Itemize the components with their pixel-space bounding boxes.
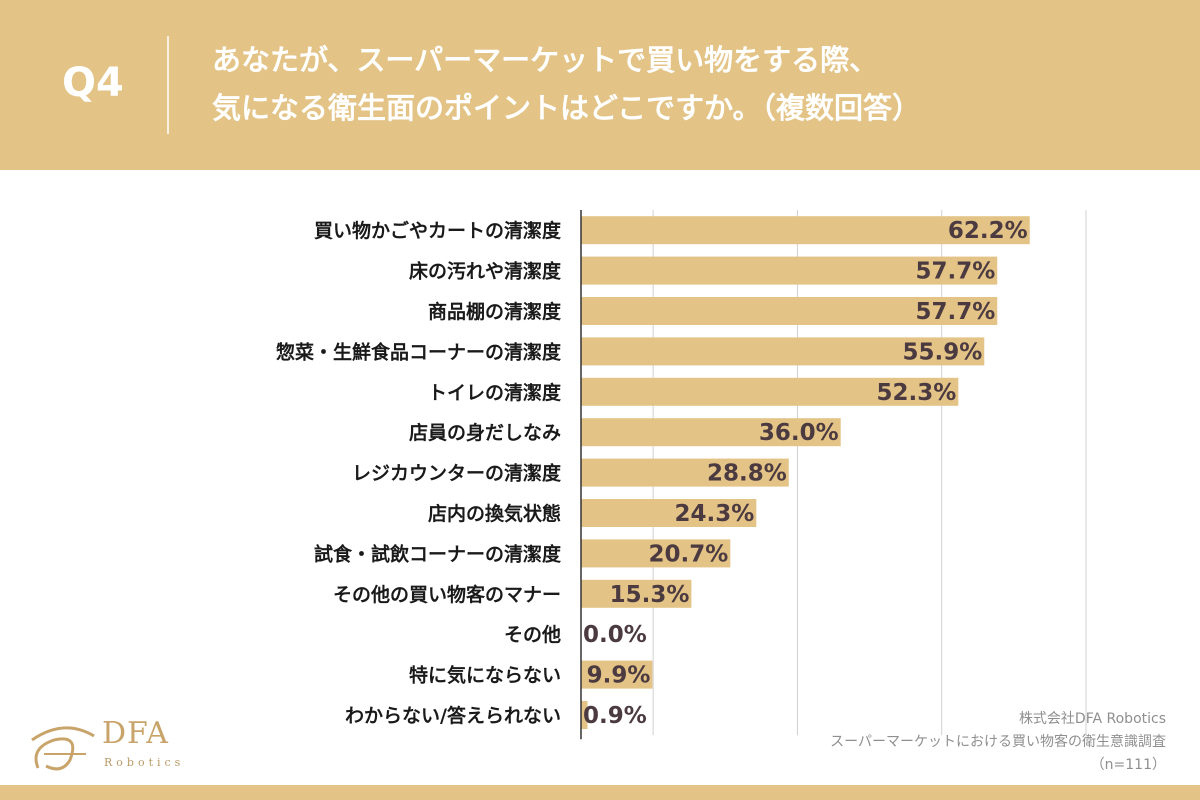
source-survey: スーパーマーケットにおける買い物客の衛生意識調査 <box>830 734 1166 750</box>
bar-1 <box>581 216 1030 245</box>
value-label-12: 9.9% <box>587 663 651 689</box>
category-label-1: 買い物かごやカートの清潔度 <box>314 219 562 242</box>
logo-subtitle: Robotics <box>104 756 185 769</box>
bar-6 <box>581 418 841 447</box>
value-label-8: 24.3% <box>675 501 755 527</box>
bar-12 <box>581 660 653 689</box>
bar-13 <box>581 701 588 729</box>
bar-5 <box>581 377 959 406</box>
category-label-2: 床の汚れや清潔度 <box>409 260 562 283</box>
question-number: Q4 <box>62 60 124 106</box>
category-label-3: 商品棚の清潔度 <box>428 300 562 323</box>
category-label-4: 惣菜・生鮮食品コーナーの清潔度 <box>276 340 562 363</box>
question-line-2: 気になる衛生面のポイントはどこですか。（複数回答） <box>212 91 922 125</box>
company-logo: DFA Robotics <box>24 710 194 780</box>
value-label-7: 28.8% <box>707 461 787 487</box>
category-label-11: その他 <box>504 623 561 646</box>
category-label-12: 特に気にならない <box>409 664 561 687</box>
question-text: あなたが、スーパーマーケットで買い物をする際、 気になる衛生面のポイントはどこで… <box>212 36 921 132</box>
bar-chart: 買い物かごやカートの清潔度 62.2% 床の汚れや清潔度 57.7% 商品棚の清潔度 57… <box>276 210 1087 740</box>
category-label-7: レジカウンターの清潔度 <box>352 462 562 485</box>
bar-8 <box>581 499 757 527</box>
value-label-9: 20.7% <box>649 541 729 567</box>
value-label-4: 55.9% <box>902 339 982 365</box>
value-label-11: 0.0% <box>583 622 647 648</box>
bar-2 <box>581 256 998 285</box>
source-sample-size: （n=111） <box>1090 757 1166 773</box>
bar-4 <box>581 337 985 366</box>
bar-7 <box>581 458 789 487</box>
value-label-1: 62.2% <box>948 218 1028 244</box>
value-label-10: 15.3% <box>610 582 690 608</box>
value-label-3: 57.7% <box>915 299 995 325</box>
source-note: 株式会社DFA Robotics スーパーマーケットにおける買い物客の衛生意識調… <box>830 708 1166 777</box>
category-label-6: 店員の身だしなみ <box>409 421 561 444</box>
logo-name: DFA <box>102 716 169 751</box>
logo-swoosh-icon <box>31 726 95 771</box>
category-label-5: トイレの清潔度 <box>428 381 562 404</box>
bar-9 <box>581 539 731 568</box>
question-line-1: あなたが、スーパーマーケットで買い物をする際、 <box>212 43 879 77</box>
bar-10 <box>581 579 692 608</box>
category-label-13: わからない/答えられない <box>345 704 561 727</box>
category-label-9: 試食・試飲コーナーの清潔度 <box>314 542 562 565</box>
value-label-5: 52.3% <box>877 380 957 406</box>
category-label-8: 店内の換気状態 <box>428 502 561 525</box>
bar-3 <box>581 297 998 325</box>
header-divider <box>167 36 169 134</box>
value-label-6: 36.0% <box>759 420 839 446</box>
value-label-13: 0.9% <box>583 703 647 729</box>
chart-panel: 買い物かごやカートの清潔度 62.2% 床の汚れや清潔度 57.7% 商品棚の清潔度 57… <box>0 170 1200 785</box>
source-company: 株式会社DFA Robotics <box>1018 711 1166 727</box>
category-label-10: その他の買い物客のマナー <box>333 583 561 606</box>
value-label-2: 57.7% <box>915 259 995 285</box>
